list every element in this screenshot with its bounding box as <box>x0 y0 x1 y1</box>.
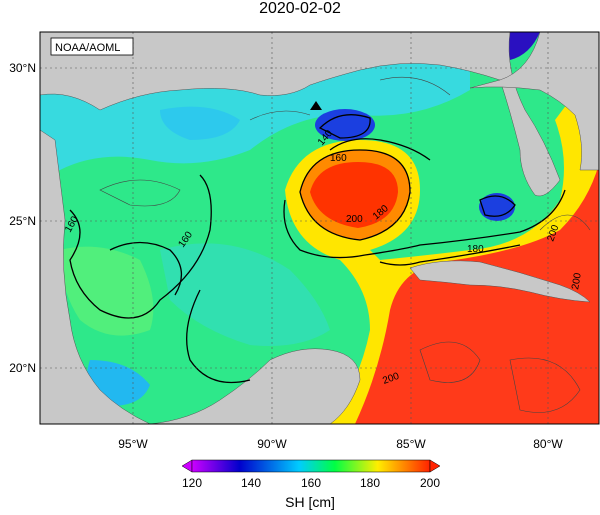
lon-label: 95°W <box>118 437 148 451</box>
contour-label: 200 <box>346 214 363 225</box>
us-gulf-coast <box>40 32 561 197</box>
contour-label: 160 <box>330 153 347 164</box>
colorbar-min-arrow <box>181 459 193 473</box>
credit-text: NOAA/AOML <box>55 42 120 54</box>
colorbar-tick: 200 <box>420 476 440 490</box>
lat-label: 20°N <box>9 361 36 375</box>
eddy-core <box>310 162 398 228</box>
colorbar-max-arrow <box>429 459 441 473</box>
lat-axis: 30°N 25°N 20°N <box>9 61 36 375</box>
contour-label: 180 <box>467 244 484 255</box>
colorbar-tick: 140 <box>241 476 261 490</box>
cuba <box>409 260 591 303</box>
cyan-region-2 <box>160 243 330 346</box>
map-title: 2020-02-02 <box>259 0 341 17</box>
colorbar-ramp <box>191 459 431 473</box>
contour-lines <box>69 114 566 384</box>
yucatan <box>149 348 361 424</box>
graticule <box>40 32 599 424</box>
minor-contours <box>99 76 591 413</box>
mexico-west <box>40 129 151 424</box>
colorbar: 120 140 160 180 200 <box>181 459 441 490</box>
map-area: 160 160 160 140 200 180 180 200 200 200 <box>40 32 599 424</box>
colorbar-tick: 120 <box>182 476 202 490</box>
lon-axis: 95°W 90°W 85°W 80°W <box>118 437 563 451</box>
low-corner <box>505 32 540 60</box>
lon-label: 80°W <box>533 437 563 451</box>
lat-label: 30°N <box>9 61 36 75</box>
low-anomaly-n <box>160 106 240 140</box>
colorbar-label: SH [cm] <box>285 494 335 510</box>
lon-label: 85°W <box>396 437 426 451</box>
colorbar-tick: 180 <box>360 476 380 490</box>
colorbar-tick: 160 <box>301 476 321 490</box>
green-region <box>60 246 154 336</box>
station-marker-triangle <box>310 101 322 110</box>
florida-east <box>469 32 599 171</box>
caribbean-high <box>355 163 599 424</box>
credit-box <box>50 37 134 56</box>
lon-label: 90°W <box>257 437 287 451</box>
contour-label: 200 <box>570 272 584 291</box>
low-eddy-florida <box>479 193 515 221</box>
map-frame <box>39 31 600 425</box>
lat-label: 25°N <box>9 214 36 228</box>
